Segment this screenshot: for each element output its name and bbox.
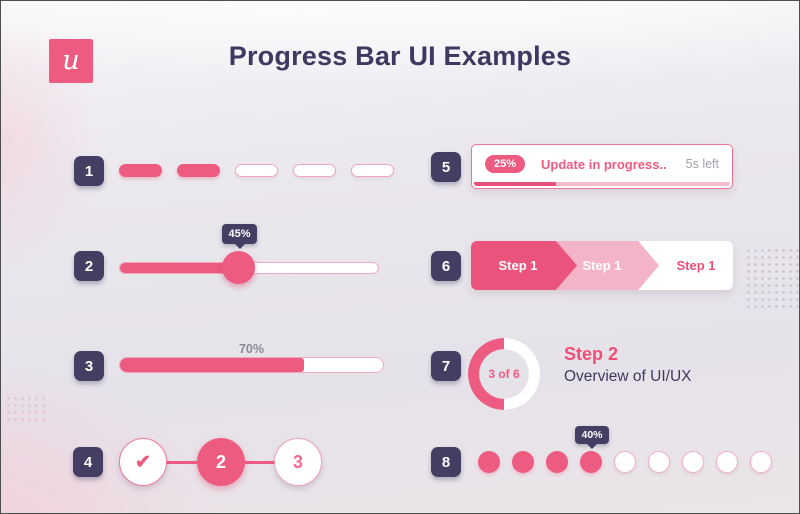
card-progress-track xyxy=(474,182,730,186)
example-number-badge: 2 xyxy=(74,251,104,281)
step-subtitle: Overview of UI/UX xyxy=(564,368,692,385)
stepper-step-label: 2 xyxy=(215,451,226,472)
progress-dot xyxy=(648,451,670,473)
dots-tooltip-value: 40% xyxy=(581,429,603,441)
progress-dot xyxy=(580,451,602,473)
page-title: Progress Bar UI Examples xyxy=(228,41,572,71)
stepper-connector xyxy=(243,461,276,464)
progress-dot xyxy=(546,451,568,473)
slider-thumb[interactable] xyxy=(222,251,255,284)
chevron-steps-bar: Step 1 Step 1 Step 1 xyxy=(471,241,733,290)
stepper-step-done[interactable]: ✔ xyxy=(119,438,167,486)
update-message: Update in progress.. xyxy=(541,156,667,172)
example-number-badge: 6 xyxy=(431,251,461,281)
percent-badge: 25% xyxy=(485,155,526,173)
dot-progress-bar[interactable] xyxy=(478,451,772,473)
chevron-step-last[interactable]: Step 1 xyxy=(659,241,733,290)
step-title: Step 2 xyxy=(564,344,619,364)
userpilot-logo: u xyxy=(49,39,93,83)
card-progress-fill xyxy=(474,182,556,186)
progress-segment xyxy=(293,164,336,177)
stepper-step-upcoming[interactable]: 3 xyxy=(274,438,322,486)
chevron-step-label: Step 1 xyxy=(582,258,622,273)
example-number-badge: 1 xyxy=(74,156,104,186)
slider-fill xyxy=(120,263,237,273)
chevron-step-label: Step 1 xyxy=(676,258,716,273)
stepper-step-active[interactable]: 2 xyxy=(197,438,245,486)
example-number-badge: 3 xyxy=(74,351,104,381)
example-number-badge: 8 xyxy=(431,447,461,477)
progress-bar-fill xyxy=(120,358,305,372)
stepper-step-label: 3 xyxy=(292,451,303,472)
example-number-badge: 7 xyxy=(431,351,461,381)
progress-segment xyxy=(351,164,394,177)
slider-tooltip: 45% xyxy=(222,224,257,249)
donut-center-label: 3 of 6 xyxy=(488,367,520,381)
progress-percent-label: 70% xyxy=(238,342,265,356)
progress-segment xyxy=(177,164,220,177)
progress-dot xyxy=(614,451,636,473)
time-remaining-label: 5s left xyxy=(685,157,719,171)
chevron-step-label: Step 1 xyxy=(498,258,538,273)
progress-dot xyxy=(682,451,704,473)
chevron-step-current[interactable]: Step 1 xyxy=(471,241,577,290)
example-number-badge: 5 xyxy=(431,152,461,182)
dots-tooltip: 40% xyxy=(575,426,609,449)
logo-letter: u xyxy=(62,44,80,76)
dot-texture-left xyxy=(5,395,49,423)
slider-tooltip-value: 45% xyxy=(228,228,251,240)
dot-texture-right xyxy=(745,247,799,311)
stepper-connector xyxy=(165,461,199,464)
progress-segment xyxy=(119,164,162,177)
progress-dot xyxy=(750,451,772,473)
update-progress-card: 25% Update in progress.. 5s left xyxy=(471,144,733,189)
progress-dot xyxy=(478,451,500,473)
segmented-progress-bar[interactable] xyxy=(119,164,394,177)
example-number-badge: 4 xyxy=(73,447,103,477)
check-icon: ✔ xyxy=(135,451,151,473)
donut-progress-ring xyxy=(468,338,540,410)
progress-segment xyxy=(235,164,278,177)
progress-dot xyxy=(716,451,738,473)
progress-dot xyxy=(512,451,534,473)
progress-bar xyxy=(119,357,384,373)
